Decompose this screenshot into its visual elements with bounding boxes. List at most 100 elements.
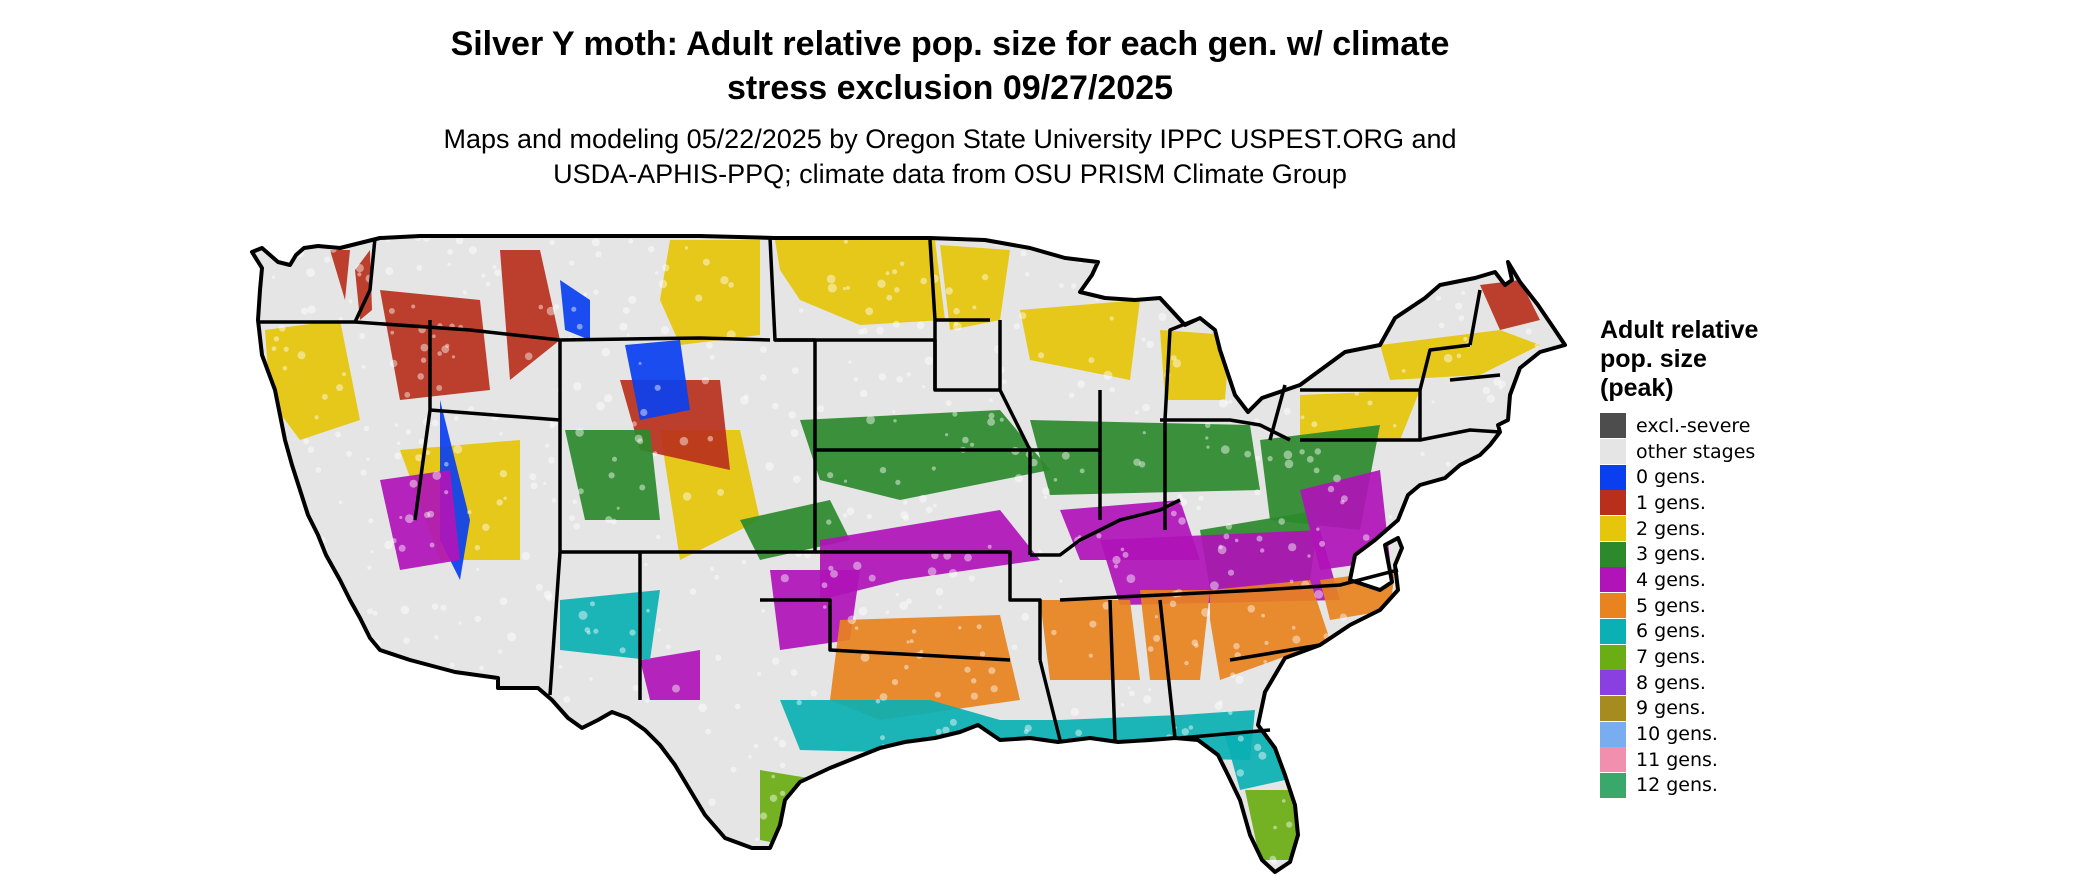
map-speckle bbox=[396, 441, 401, 446]
map-speckle bbox=[709, 354, 715, 360]
map-speckle bbox=[1529, 468, 1535, 474]
state-border bbox=[1179, 728, 1271, 740]
map-speckle bbox=[388, 308, 395, 314]
map-speckle bbox=[1129, 690, 1135, 697]
legend-swatch bbox=[1600, 593, 1626, 619]
map-speckle bbox=[1269, 855, 1277, 863]
map-region bbox=[380, 470, 460, 570]
map-speckle bbox=[394, 423, 399, 427]
map-speckle bbox=[607, 845, 615, 853]
map-speckle bbox=[1170, 355, 1177, 361]
map-speckle bbox=[1206, 445, 1210, 449]
map-speckle bbox=[893, 419, 897, 423]
map-speckle bbox=[332, 823, 340, 831]
map-speckle bbox=[1278, 377, 1287, 386]
map-speckle bbox=[1552, 236, 1557, 239]
map-speckle bbox=[493, 783, 500, 790]
legend-label: 12 gens. bbox=[1636, 774, 1718, 797]
map-speckle bbox=[503, 496, 507, 500]
map-speckle bbox=[1529, 708, 1534, 713]
map-speckle bbox=[952, 411, 958, 417]
map-speckle bbox=[1217, 545, 1227, 555]
map-speckle bbox=[1497, 814, 1502, 820]
map-speckle bbox=[576, 323, 583, 330]
map-speckle bbox=[1097, 838, 1102, 843]
map-speckle bbox=[1337, 679, 1344, 686]
map-speckle bbox=[995, 857, 1005, 866]
map-speckle bbox=[420, 343, 429, 352]
map-speckle bbox=[563, 696, 571, 703]
map-speckle bbox=[1436, 587, 1443, 594]
legend-title-line-3: (peak) bbox=[1600, 374, 1674, 402]
map-speckle bbox=[1122, 551, 1129, 558]
map-speckle bbox=[485, 281, 491, 287]
map-speckle bbox=[323, 854, 328, 860]
map-speckle bbox=[546, 306, 556, 316]
map-speckle bbox=[384, 540, 393, 550]
map-speckle bbox=[453, 416, 459, 421]
map-speckle bbox=[405, 810, 413, 818]
map-speckle bbox=[628, 295, 637, 304]
map-speckle bbox=[1496, 749, 1502, 755]
map-speckle bbox=[368, 518, 374, 524]
map-speckle bbox=[849, 793, 856, 801]
map-speckle bbox=[409, 790, 418, 799]
map-speckle bbox=[432, 471, 442, 480]
map-speckle bbox=[1283, 450, 1293, 460]
map-speckle bbox=[476, 695, 480, 699]
map-speckle bbox=[1406, 654, 1415, 663]
map-speckle bbox=[987, 544, 992, 549]
map-speckle bbox=[702, 258, 710, 266]
map-speckle bbox=[850, 854, 860, 863]
map-region bbox=[770, 570, 860, 650]
map-speckle bbox=[1508, 763, 1512, 767]
map-speckle bbox=[1072, 772, 1076, 776]
map-speckle bbox=[1548, 517, 1554, 522]
map-speckle bbox=[1336, 261, 1342, 266]
map-speckle bbox=[1533, 589, 1538, 594]
map-speckle bbox=[1313, 467, 1320, 474]
map-speckle bbox=[810, 690, 817, 697]
map-speckle bbox=[1468, 580, 1475, 587]
map-speckle bbox=[906, 598, 912, 605]
map-speckle bbox=[345, 236, 352, 237]
legend-label: 11 gens. bbox=[1636, 748, 1718, 771]
map-speckle bbox=[1165, 239, 1174, 249]
map-speckle bbox=[1371, 724, 1375, 728]
map-speckle bbox=[1550, 536, 1560, 545]
map-speckle bbox=[545, 443, 550, 448]
map-speckle bbox=[714, 574, 720, 580]
legend-item: 4 gens. bbox=[1600, 567, 1900, 593]
map-speckle bbox=[919, 494, 927, 503]
legend-item: 10 gens. bbox=[1600, 721, 1900, 747]
map-speckle bbox=[1254, 418, 1260, 424]
state-border bbox=[760, 598, 1011, 662]
map-speckle bbox=[842, 513, 848, 518]
map-speckle bbox=[1120, 703, 1125, 707]
legend-label: 1 gens. bbox=[1636, 491, 1706, 514]
map-speckle bbox=[314, 415, 319, 420]
map-speckle bbox=[524, 352, 533, 361]
legend: Adult relative pop. size (peak) excl.-se… bbox=[1600, 316, 1900, 798]
map-speckle bbox=[440, 604, 447, 611]
map-speckle bbox=[394, 452, 402, 460]
map-speckle bbox=[631, 421, 637, 427]
map-speckle bbox=[1003, 779, 1011, 786]
map-speckle bbox=[916, 321, 925, 330]
map-speckle bbox=[943, 551, 952, 560]
map-speckle bbox=[942, 726, 950, 734]
map-speckle bbox=[1370, 248, 1374, 252]
map-speckle bbox=[1255, 243, 1261, 250]
map-speckle bbox=[1374, 817, 1383, 825]
map-speckle bbox=[790, 669, 798, 676]
map-speckle bbox=[1552, 638, 1561, 647]
map-speckle bbox=[1141, 832, 1146, 837]
map-speckle bbox=[638, 362, 642, 365]
map-region bbox=[940, 245, 1010, 330]
map-speckle bbox=[1172, 359, 1182, 368]
map-speckle bbox=[932, 503, 937, 508]
map-speckle bbox=[424, 808, 429, 813]
map-speckle bbox=[282, 521, 288, 527]
map-speckle bbox=[485, 230, 488, 233]
map-speckle bbox=[920, 870, 924, 872]
